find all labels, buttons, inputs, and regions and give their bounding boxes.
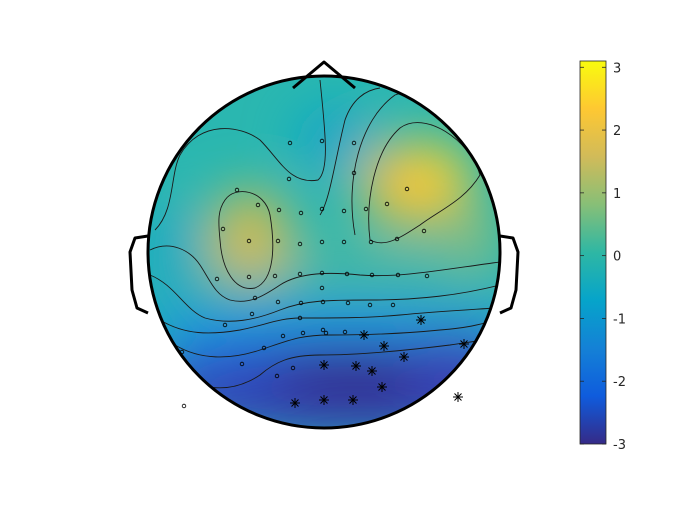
electrode-dot	[249, 311, 255, 317]
significant-electrode-star	[351, 361, 361, 371]
colorbar-tick-label: -3	[613, 438, 626, 453]
electrode-dot	[323, 330, 329, 336]
electrode-dot	[255, 202, 261, 208]
electrode-dot	[286, 176, 292, 182]
electrode-markers	[179, 138, 469, 409]
colorbar-tick-label: 2	[613, 124, 621, 139]
electrode-dot	[351, 140, 357, 146]
significant-electrode-star	[377, 382, 387, 392]
electrode-dot	[274, 373, 280, 379]
electrode-dot	[319, 270, 325, 276]
scalp-map	[148, 76, 500, 428]
electrode-dot	[280, 333, 286, 339]
electrode-dot	[367, 302, 373, 308]
right-ear-icon	[499, 234, 520, 315]
electrode-dot	[394, 236, 400, 242]
electrode-dot	[300, 330, 306, 336]
colorbar-tick-label: -1	[613, 312, 626, 327]
electrode-dot	[298, 210, 304, 216]
colorbar-ticks: 3 2 1 0 -1 -2 -3	[580, 61, 626, 453]
significant-electrode-star	[319, 395, 329, 405]
electrode-dot	[222, 322, 228, 328]
significant-electrode-star	[453, 392, 463, 402]
electrode-dot	[239, 361, 245, 367]
electrode-dot	[287, 140, 293, 146]
electrode-dot	[421, 228, 427, 234]
electrode-dot	[220, 226, 226, 232]
colorbar-tick-label: 1	[613, 187, 621, 202]
colorbar: 3 2 1 0 -1 -2 -3	[579, 60, 626, 453]
electrode-dot	[272, 273, 278, 279]
electrode-dot	[246, 274, 252, 280]
significant-electrode-star	[359, 330, 369, 340]
significant-electrode-star	[416, 315, 426, 325]
colorbar-tick-label: -2	[613, 375, 626, 390]
electrode-dot	[341, 239, 347, 245]
electrode-dot	[181, 403, 187, 409]
significant-electrode-star	[290, 398, 300, 408]
head-outline	[128, 60, 520, 430]
electrode-dot	[344, 271, 350, 277]
electrode-dot	[424, 273, 430, 279]
electrode-dot	[275, 238, 281, 244]
nose-icon	[292, 60, 356, 90]
electrode-dot	[384, 201, 390, 207]
electrode-dot	[298, 300, 304, 306]
electrode-dot	[297, 241, 303, 247]
electrode-dot	[276, 207, 282, 213]
colorbar-gradient	[579, 60, 607, 445]
electrode-dot	[369, 272, 375, 278]
left-ear-icon	[128, 234, 149, 315]
electrode-dot	[341, 208, 347, 214]
significant-electrode-star	[399, 352, 409, 362]
electrode-dot	[246, 238, 252, 244]
electrode-dot	[214, 276, 220, 282]
electrode-dot	[351, 170, 357, 176]
electrode-dot	[395, 272, 401, 278]
electrode-dot	[179, 349, 185, 355]
electrode-dot	[404, 186, 410, 192]
electrode-dot	[319, 285, 325, 291]
electrode-dot	[320, 299, 326, 305]
electrode-dot	[363, 206, 369, 212]
significant-electrode-star	[367, 366, 377, 376]
electrode-dot	[390, 302, 396, 308]
electrode-dot	[319, 138, 325, 144]
significant-electrode-star	[348, 395, 358, 405]
electrode-dot	[368, 239, 374, 245]
electrode-dot	[261, 345, 267, 351]
electrode-dot	[234, 187, 240, 193]
electrode-dot	[342, 329, 348, 335]
electrode-dot	[319, 206, 325, 212]
electrode-dot	[252, 295, 258, 301]
electrode-dot	[297, 315, 303, 321]
electrode-dot	[320, 327, 326, 333]
significant-electrode-star	[319, 360, 329, 370]
significant-electrode-star	[379, 341, 389, 351]
electrode-dot	[297, 271, 303, 277]
electrode-dot	[319, 239, 325, 245]
electrode-dot	[345, 300, 351, 306]
electrode-dot	[275, 299, 281, 305]
electrode-dot	[290, 365, 296, 371]
colorbar-tick-label: 0	[613, 250, 621, 265]
colorbar-tick-label: 3	[613, 61, 621, 76]
significant-electrode-star	[459, 339, 469, 349]
